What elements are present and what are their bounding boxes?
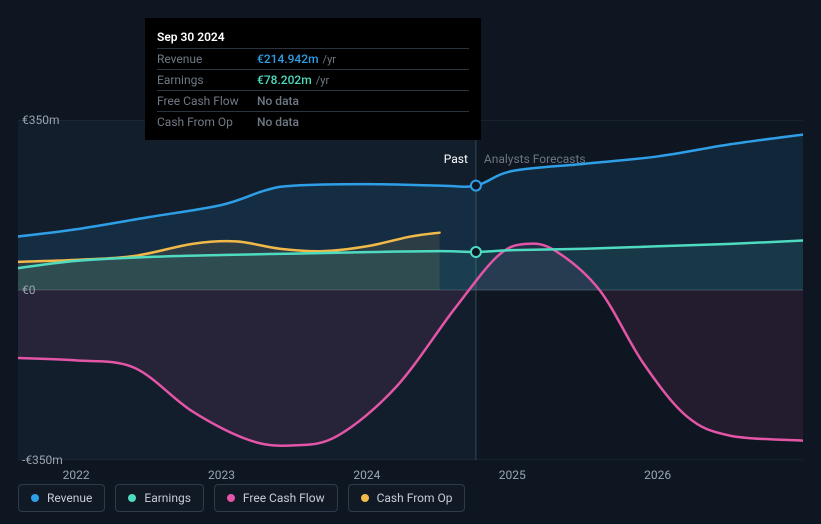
legend-item-label: Revenue <box>47 491 92 505</box>
y-axis-tick-label: -€350m <box>22 453 63 467</box>
legend-item-label: Earnings <box>144 491 191 505</box>
y-axis-tick-label: €0 <box>22 283 36 297</box>
legend-item-label: Cash From Op <box>377 491 453 505</box>
tooltip-row-label: Revenue <box>157 52 257 66</box>
tooltip-date: Sep 30 2024 <box>157 26 469 48</box>
x-axis-tick-label: 2024 <box>353 468 380 482</box>
tooltip-row-label: Free Cash Flow <box>157 94 257 108</box>
tooltip-row: Revenue€214.942m/yr <box>157 48 469 69</box>
tooltip-row: Earnings€78.202m/yr <box>157 69 469 90</box>
legend-dot-icon <box>31 494 39 502</box>
tooltip-row-unit: /yr <box>323 53 336 66</box>
x-axis-tick-label: 2025 <box>499 468 526 482</box>
chart-tooltip: Sep 30 2024 Revenue€214.942m/yrEarnings€… <box>145 18 481 140</box>
tooltip-row-value: No data <box>257 94 299 108</box>
tooltip-row-value: €214.942m <box>257 52 319 66</box>
legend-dot-icon <box>128 494 136 502</box>
chart-legend: Revenue Earnings Free Cash Flow Cash From O… <box>18 484 465 512</box>
legend-item-cash-from-op[interactable]: Cash From Op <box>348 484 466 512</box>
tooltip-row: Free Cash FlowNo data <box>157 90 469 111</box>
tooltip-row: Cash From OpNo data <box>157 111 469 132</box>
x-axis-tick-label: 2023 <box>208 468 235 482</box>
legend-dot-icon <box>227 494 235 502</box>
chart-plot-area[interactable] <box>18 120 803 460</box>
tooltip-row-label: Earnings <box>157 73 257 87</box>
past-label: Past <box>444 152 468 166</box>
x-axis-tick-label: 2022 <box>63 468 90 482</box>
legend-item-earnings[interactable]: Earnings <box>115 484 204 512</box>
legend-dot-icon <box>361 494 369 502</box>
chart-svg <box>18 120 803 460</box>
tooltip-row-value: €78.202m <box>257 73 312 87</box>
legend-item-revenue[interactable]: Revenue <box>18 484 105 512</box>
tooltip-row-label: Cash From Op <box>157 115 257 129</box>
forecast-label: Analysts Forecasts <box>484 152 586 166</box>
legend-item-free-cash-flow[interactable]: Free Cash Flow <box>214 484 338 512</box>
y-axis-tick-label: €350m <box>22 113 60 127</box>
tooltip-row-value: No data <box>257 115 299 129</box>
x-axis-tick-label: 2026 <box>644 468 671 482</box>
tooltip-row-unit: /yr <box>316 74 329 87</box>
legend-item-label: Free Cash Flow <box>243 491 325 505</box>
